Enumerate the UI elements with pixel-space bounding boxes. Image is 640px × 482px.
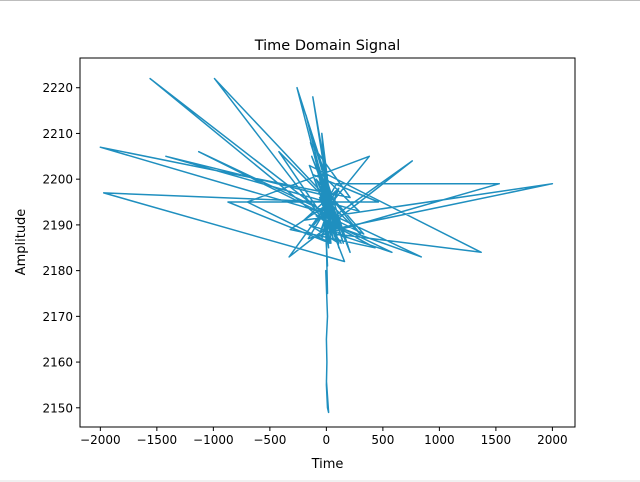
window-bottom-border	[0, 480, 640, 482]
y-tick-label: 2160	[42, 356, 73, 370]
x-tick-label: −1500	[137, 433, 178, 447]
x-tick-label: 0	[323, 433, 331, 447]
y-tick-label: 2220	[42, 81, 73, 95]
x-tick-label: −1000	[193, 433, 234, 447]
y-axis-label: Amplitude	[14, 209, 29, 276]
x-tick-label: 500	[371, 433, 394, 447]
x-tick-label: −500	[253, 433, 286, 447]
plot-frame	[79, 57, 576, 428]
x-axis-label: Time	[311, 457, 344, 472]
x-tick-label: −2000	[80, 433, 121, 447]
x-tick-label: 1500	[481, 433, 512, 447]
y-tick-label: 2200	[42, 173, 73, 187]
y-tick-label: 2170	[42, 310, 73, 324]
x-tick-label: 2000	[537, 433, 568, 447]
window-top-border	[0, 0, 640, 1]
signal-series-line-0	[99, 77, 554, 414]
x-tick-label: 1000	[424, 433, 455, 447]
y-tick-label: 2180	[42, 264, 73, 278]
y-tick-label: 2150	[42, 401, 73, 415]
y-tick-label: 2210	[42, 127, 73, 141]
y-tick-label: 2190	[42, 218, 73, 232]
y-axis: 2150 2160 2170 2180 2190 2200 2210 2220	[42, 81, 80, 415]
chart-title: Time Domain Signal	[254, 38, 401, 54]
x-axis: −2000 −1500 −1000 −500 0 500 1000 1500 2000	[80, 427, 568, 447]
